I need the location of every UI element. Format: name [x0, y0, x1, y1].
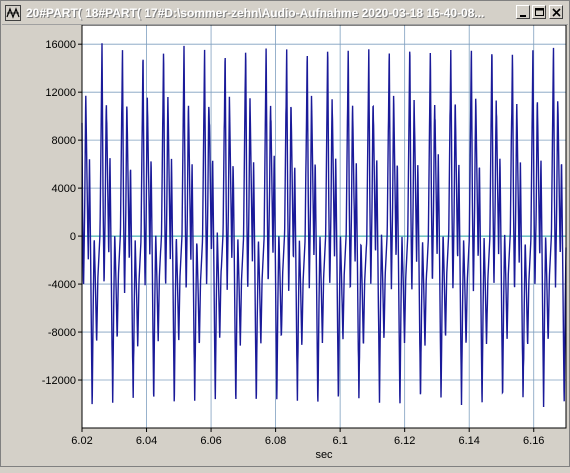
maximize-button[interactable]	[532, 5, 546, 19]
y-axis-ticks: 16000 12000 8000 4000 0 -4000 -8000 -12000	[42, 39, 82, 387]
y-tick-label: 0	[70, 231, 76, 243]
x-tick-label: 6.06	[200, 435, 221, 447]
x-tick-label: 6.1	[332, 435, 347, 447]
x-axis-ticks: 6.02 6.04 6.06 6.08 6.1 6.12 6.14 6.16	[71, 428, 544, 447]
close-icon	[552, 8, 561, 17]
y-tick-label: 4000	[52, 183, 76, 195]
x-tick-label: 6.08	[265, 435, 286, 447]
minimize-button[interactable]	[516, 5, 530, 19]
x-tick-label: 6.14	[458, 435, 479, 447]
plot-area[interactable]: 16000 12000 8000 4000 0 -4000 -8000 -12000 6.02…	[1, 24, 570, 468]
signal-series	[81, 43, 567, 408]
y-tick-label: -4000	[48, 279, 76, 291]
plot-border	[81, 24, 567, 429]
x-axis-label: sec	[315, 449, 333, 461]
plot-frame	[81, 24, 567, 429]
x-tick-label: 6.16	[523, 435, 544, 447]
chart-icon[interactable]	[5, 5, 21, 21]
x-tick-label: 6.12	[394, 435, 415, 447]
window-controls	[516, 5, 564, 21]
signal-line	[81, 43, 567, 408]
y-tick-label: -8000	[48, 327, 76, 339]
x-tick-label: 6.02	[71, 435, 92, 447]
minimize-icon	[520, 15, 526, 17]
maximize-icon	[535, 8, 544, 16]
y-tick-label: 8000	[52, 135, 76, 147]
close-button[interactable]	[549, 5, 563, 19]
x-tick-label: 6.04	[136, 435, 157, 447]
y-tick-label: 16000	[45, 39, 76, 51]
y-tick-label: -12000	[42, 375, 76, 387]
window-title: 20#PART( 18#PART( 17#D:\sommer-zehn\Audi…	[26, 6, 485, 20]
title-bar[interactable]: 20#PART( 18#PART( 17#D:\sommer-zehn\Audi…	[2, 2, 568, 25]
waveform-chart[interactable]: 16000 12000 8000 4000 0 -4000 -8000 -12000 6.02…	[1, 24, 570, 468]
y-tick-label: 12000	[45, 87, 76, 99]
